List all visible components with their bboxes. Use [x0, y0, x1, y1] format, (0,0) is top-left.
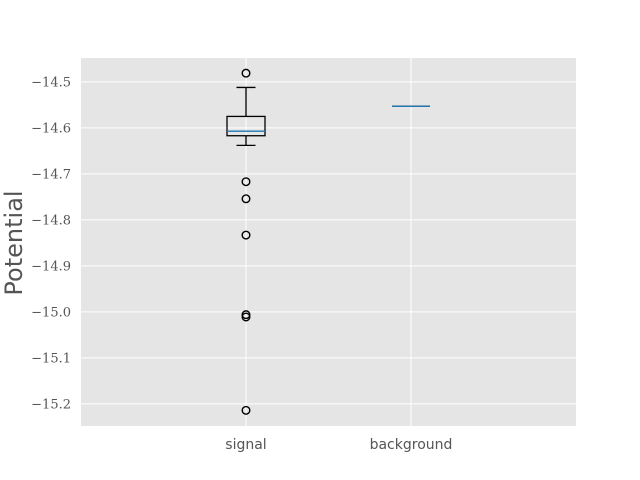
- y-axis-ticks: −14.5 −14.6 −14.7 −14.8 −14.9 −15.0 −15.1 −15.2: [31, 75, 71, 412]
- y-tick-label: −15.0: [31, 305, 71, 320]
- outlier-point: [241, 312, 251, 322]
- x-tick-label: background: [370, 437, 453, 453]
- box-iqr: [226, 115, 266, 137]
- y-tick-label: −14.5: [31, 75, 71, 90]
- y-tick-label: −15.2: [31, 397, 71, 412]
- grid-lines: [81, 58, 576, 426]
- outlier-point: [241, 405, 251, 415]
- boxes-group: [226, 68, 430, 415]
- y-tick-label: −14.9: [31, 259, 71, 274]
- plot-area-background: [81, 58, 576, 426]
- outlier-point: [241, 194, 251, 204]
- y-tick-label: −14.6: [31, 121, 71, 136]
- y-axis-label: Potential: [0, 190, 28, 295]
- y-tick-label: −14.8: [31, 213, 71, 228]
- outlier-point: [241, 230, 251, 240]
- outlier-point: [241, 68, 251, 78]
- x-tick-label: signal: [225, 437, 266, 453]
- outlier-point: [241, 177, 251, 187]
- y-tick-label: −14.7: [31, 167, 71, 182]
- y-tick-label: −15.1: [31, 351, 71, 366]
- x-axis-ticks: signal background: [225, 437, 452, 453]
